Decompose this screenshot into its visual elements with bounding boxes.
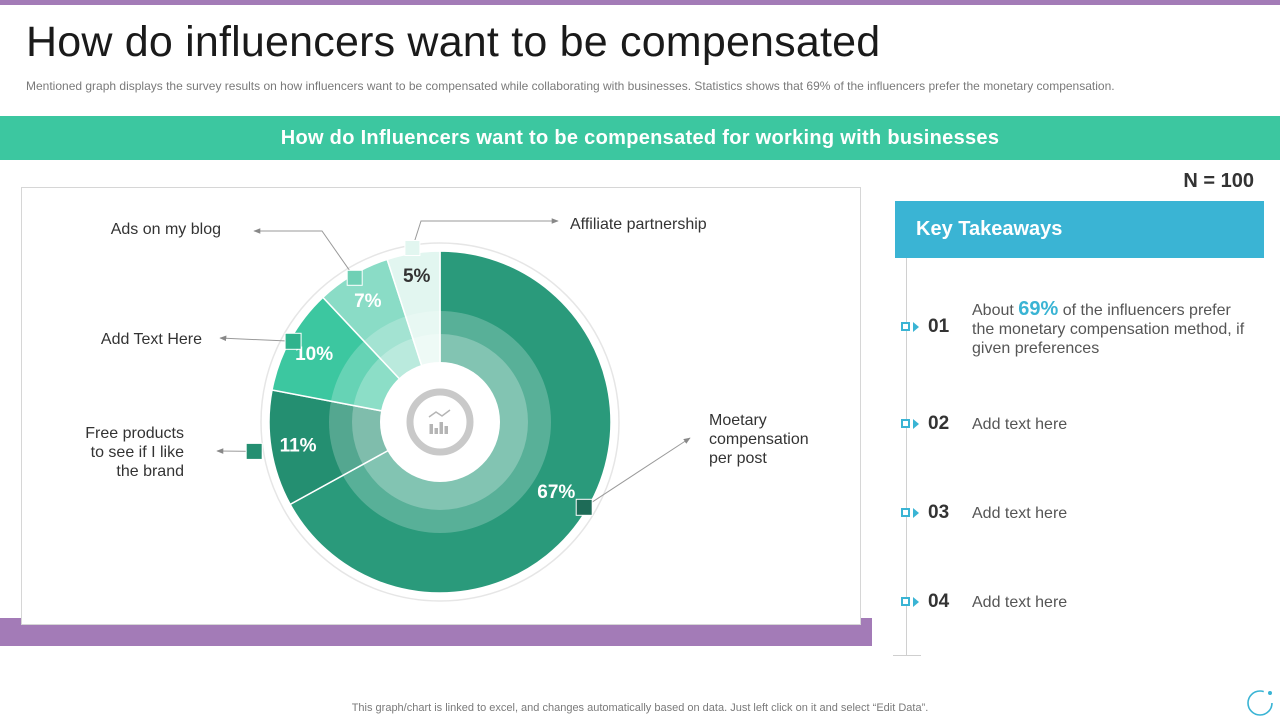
key-takeaways-title: Key Takeaways [916,218,1063,240]
chart-panel[interactable] [21,187,861,625]
highlight-value: 69% [1018,298,1059,320]
bullet-arrow-icon [901,596,921,608]
refresh-icon [1247,690,1273,716]
footer-note: This graph/chart is linked to excel, and… [351,702,929,714]
page-subtitle: Mentioned graph displays the survey resu… [26,79,1115,93]
sample-size-label: N = 100 [1183,170,1254,192]
chart-banner: How do Influencers want to be compensate… [0,116,1280,160]
top-accent-strip [0,0,1280,5]
timeline-line [906,258,907,655]
page-title: How do influencers want to be compensate… [26,18,881,66]
takeaway-number: 04 [928,591,950,612]
takeaway-text: About 69% of the influencers prefer the … [972,298,1245,357]
key-takeaways-header: Key Takeaways [895,201,1264,258]
takeaway-number: 01 [928,316,950,337]
chart-title: How do Influencers want to be compensate… [280,126,1000,149]
takeaway-text: Add text here [972,594,1068,611]
takeaway-number: 02 [928,413,950,434]
timeline-end [893,655,921,656]
takeaway-text: Add text here [972,505,1068,522]
takeaway-text: Add text here [972,416,1068,433]
bullet-arrow-icon [901,321,921,333]
bullet-arrow-icon [901,507,921,519]
bullet-arrow-icon [901,418,921,430]
takeaway-number: 03 [928,502,950,523]
